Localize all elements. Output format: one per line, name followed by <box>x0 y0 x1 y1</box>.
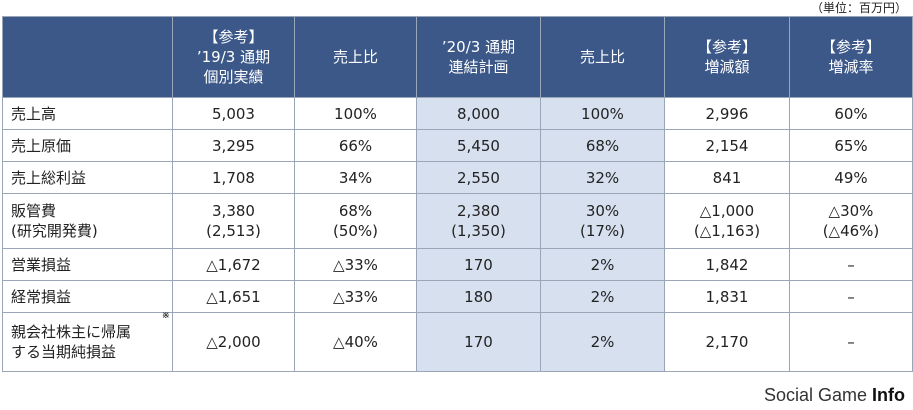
cell-actual: 1,708 <box>172 161 295 194</box>
footnote-mark: ※ <box>161 310 170 321</box>
cell-change-amount: 2,996 <box>664 97 790 130</box>
financial-table: 【参考】 ’19/3 通期 個別実績 売上比 ’20/3 通期 連結計画 売上比… <box>2 16 913 372</box>
cell-ratio-1: △33% <box>294 248 417 281</box>
header-col-ratio-1: 売上比 <box>294 16 417 98</box>
row-label: 営業損益 <box>2 248 173 281</box>
header-col-ref-actual: 【参考】 ’19/3 通期 個別実績 <box>172 16 295 98</box>
cell-change-rate: – <box>789 280 913 313</box>
cell-actual: △1,672 <box>172 248 295 281</box>
unit-note: （単位：百万円） <box>810 1 907 15</box>
cell-plan: 170 <box>416 248 541 281</box>
row-label: 売上原価 <box>2 129 173 162</box>
cell-change-amount: 1,831 <box>664 280 790 313</box>
cell-actual: △2,000 <box>172 312 295 372</box>
row-label: 親会社株主に帰属 する当期純損益 ※ <box>2 310 173 372</box>
cell-change-rate: – <box>789 248 913 281</box>
row-label: 経常損益 <box>2 280 173 313</box>
cell-ratio-2: 30% (17%) <box>540 193 665 249</box>
cell-change-rate: 49% <box>789 161 913 194</box>
cell-ratio-1: 68% (50%) <box>294 193 417 249</box>
header-col-change-amount: 【参考】 増減額 <box>664 16 790 98</box>
cell-actual: 5,003 <box>172 97 295 130</box>
cell-plan: 180 <box>416 280 541 313</box>
table-row: 経常損益 △1,651 △33% 180 2% 1,831 – <box>2 280 913 313</box>
cell-actual: △1,651 <box>172 280 295 313</box>
cell-change-rate: 60% <box>789 97 913 130</box>
table-row: 売上総利益 1,708 34% 2,550 32% 841 49% <box>2 161 913 194</box>
cell-change-amount: △1,000 (△1,163) <box>664 193 790 249</box>
cell-ratio-1: △40% <box>294 312 417 372</box>
cell-change-amount: 841 <box>664 161 790 194</box>
header-row: 【参考】 ’19/3 通期 個別実績 売上比 ’20/3 通期 連結計画 売上比… <box>2 16 913 98</box>
cell-change-rate: △30% (△46%) <box>789 193 913 249</box>
table-row: 営業損益 △1,672 △33% 170 2% 1,842 – <box>2 248 913 281</box>
cell-plan: 5,450 <box>416 129 541 162</box>
cell-plan: 2,550 <box>416 161 541 194</box>
cell-ratio-1: 66% <box>294 129 417 162</box>
row-label: 売上総利益 <box>2 161 173 194</box>
cell-ratio-2: 2% <box>540 248 665 281</box>
row-label: 売上高 <box>2 97 173 130</box>
header-col-plan: ’20/3 通期 連結計画 <box>416 16 541 98</box>
row-label: 販管費 (研究開発費) <box>2 193 173 249</box>
cell-plan: 2,380 (1,350) <box>416 193 541 249</box>
cell-ratio-1: 100% <box>294 97 417 130</box>
cell-ratio-2: 100% <box>540 97 665 130</box>
cell-ratio-2: 2% <box>540 280 665 313</box>
cell-actual: 3,295 <box>172 129 295 162</box>
cell-ratio-2: 32% <box>540 161 665 194</box>
header-corner <box>2 16 173 98</box>
table-row: 親会社株主に帰属 する当期純損益 ※ △2,000 △40% 170 2% 2,… <box>2 310 913 372</box>
cell-change-amount: 2,154 <box>664 129 790 162</box>
cell-change-rate: 65% <box>789 129 913 162</box>
watermark-logo: Social Game Info <box>761 384 907 406</box>
cell-ratio-1: △33% <box>294 280 417 313</box>
header-col-change-rate: 【参考】 増減率 <box>789 16 913 98</box>
cell-ratio-2: 68% <box>540 129 665 162</box>
cell-change-amount: 1,842 <box>664 248 790 281</box>
cell-plan: 170 <box>416 312 541 372</box>
cell-plan: 8,000 <box>416 97 541 130</box>
cell-ratio-2: 2% <box>540 312 665 372</box>
cell-change-amount: 2,170 <box>664 312 790 372</box>
header-col-ratio-2: 売上比 <box>540 16 665 98</box>
table-row: 販管費 (研究開発費) 3,380 (2,513) 68% (50%) 2,38… <box>2 193 913 249</box>
cell-ratio-1: 34% <box>294 161 417 194</box>
cell-actual: 3,380 (2,513) <box>172 193 295 249</box>
table-row: 売上原価 3,295 66% 5,450 68% 2,154 65% <box>2 129 913 162</box>
table-row: 売上高 5,003 100% 8,000 100% 2,996 60% <box>2 97 913 130</box>
cell-change-rate: – <box>789 312 913 372</box>
